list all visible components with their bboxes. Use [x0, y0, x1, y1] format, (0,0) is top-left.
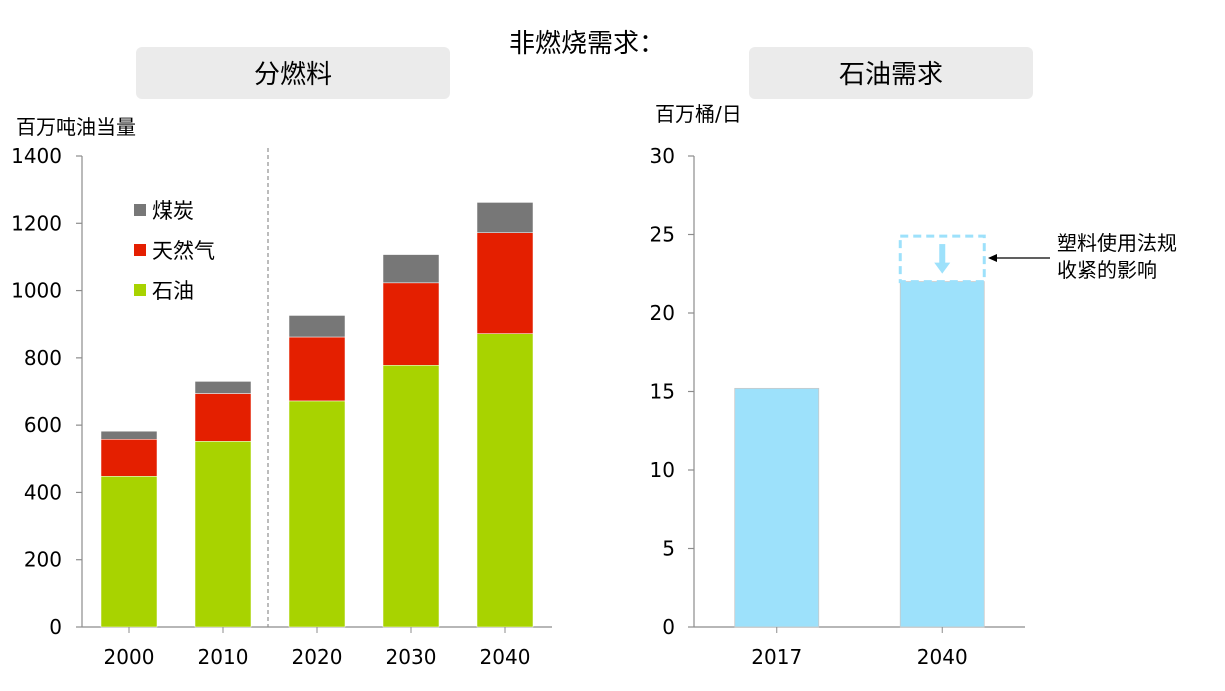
left-y-unit: 百万吨油当量	[16, 115, 136, 139]
right-y-tick-label: 0	[662, 615, 675, 639]
right-plot: 0 5 10 15 20 25 30 2017 2040	[650, 144, 1025, 669]
annotation-line-1: 塑料使用法规	[1057, 231, 1177, 255]
annotation-line-2: 收紧的影响	[1057, 258, 1157, 282]
annotation-arrow-head	[988, 254, 997, 262]
left-x-tick-label: 2020	[292, 645, 343, 669]
bar-oil-2020	[288, 400, 346, 628]
left-plot: 0 200 400 600 800 1000 1200 1400 2000 2010 2020 203…	[11, 144, 552, 669]
right-panel-header	[749, 47, 1033, 99]
legend-label-oil: 石油	[152, 279, 194, 303]
bar-coal-2020	[288, 315, 346, 338]
right-x-tick-label: 2040	[917, 645, 968, 669]
main-title: 非燃烧需求：	[509, 29, 665, 59]
right-y-tick-label: 5	[662, 537, 675, 561]
bar-oil-demand-2040	[899, 281, 985, 628]
left-x-tick-label: 2030	[386, 645, 437, 669]
left-x-tick-label: 2010	[198, 645, 249, 669]
legend-label-gas: 天然气	[152, 239, 215, 263]
left-panel-header	[136, 47, 450, 99]
left-y-tick-label: 600	[24, 413, 62, 437]
bar-oil-2000	[100, 476, 158, 628]
left-x-tick-label: 2040	[480, 645, 531, 669]
legend-label-coal: 煤炭	[152, 199, 194, 223]
bar-coal-2040	[476, 202, 534, 233]
right-x-tick-label: 2017	[751, 645, 802, 669]
right-y-tick-label: 30	[650, 144, 675, 168]
bar-oil-demand-2017	[734, 387, 820, 628]
legend-swatch-coal	[134, 204, 146, 216]
down-arrow-icon	[934, 262, 951, 274]
bar-gas-2040	[476, 232, 534, 334]
left-x-tick-label: 2000	[104, 645, 155, 669]
right-y-tick-label: 20	[650, 301, 675, 325]
right-y-tick-label: 15	[650, 380, 675, 404]
left-legend: 煤炭 天然气 石油	[134, 199, 215, 303]
bar-gas-2020	[288, 336, 346, 402]
bar-oil-2040	[476, 333, 534, 628]
left-y-tick-label: 400	[24, 480, 62, 504]
bar-coal-2030	[382, 254, 440, 284]
left-y-tick-label: 1000	[11, 279, 62, 303]
left-y-tick-label: 0	[49, 615, 62, 639]
right-y-unit: 百万桶/日	[655, 102, 742, 126]
bar-coal-2010	[194, 381, 252, 394]
bar-gas-2000	[100, 439, 158, 477]
bar-gas-2010	[194, 393, 252, 442]
right-panel-title: 石油需求	[839, 60, 943, 90]
right-y-tick-label: 25	[650, 223, 675, 247]
left-y-tick-label: 1200	[11, 211, 62, 235]
bar-oil-2030	[382, 365, 440, 628]
bar-gas-2030	[382, 282, 440, 366]
bar-coal-2000	[100, 430, 158, 440]
right-y-tick-label: 10	[650, 458, 675, 482]
left-y-tick-label: 200	[24, 548, 62, 572]
annotation: 塑料使用法规 收紧的影响	[988, 231, 1177, 282]
dashed-foregone-demand	[898, 234, 986, 284]
legend-swatch-oil	[134, 284, 146, 296]
left-panel-title: 分燃料	[254, 60, 332, 90]
down-arrow-shaft	[939, 244, 946, 264]
left-y-tick-label: 800	[24, 346, 62, 370]
bar-oil-2010	[194, 441, 252, 628]
legend-swatch-gas	[134, 244, 146, 256]
left-y-tick-label: 1400	[11, 144, 62, 168]
